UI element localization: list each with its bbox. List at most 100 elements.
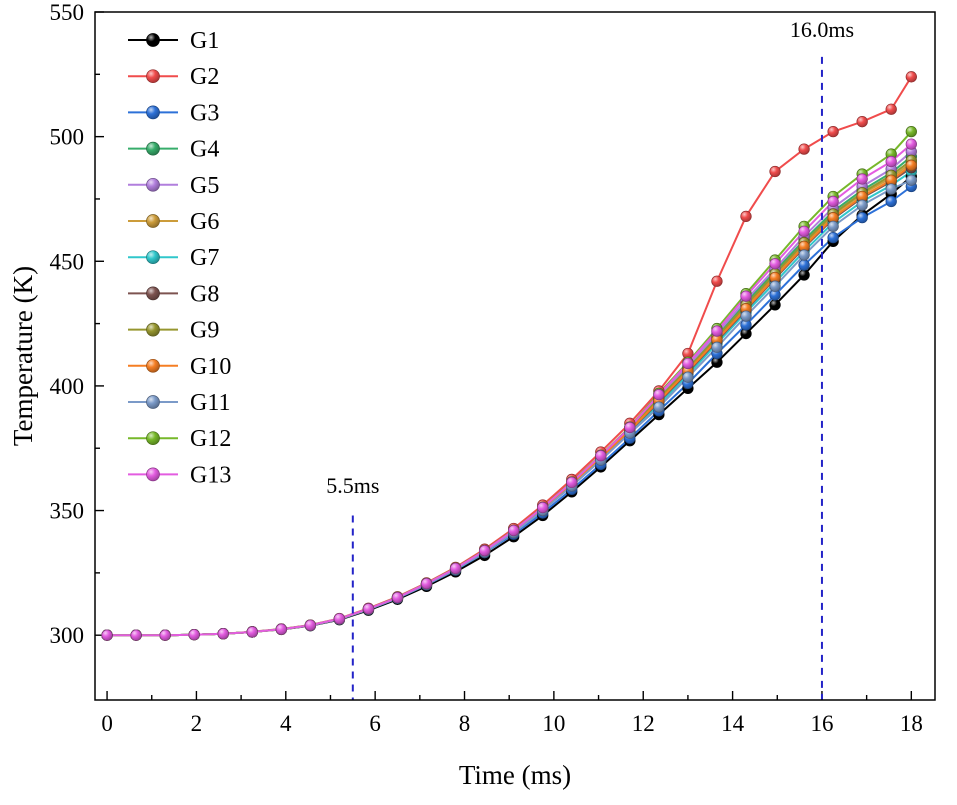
x-tick-label: 14 [721,711,745,736]
series-markers-G12 [101,126,917,641]
y-tick-label: 300 [50,623,85,648]
series-markers-G13 [101,138,917,641]
legend-item-G8: G8 [128,281,219,307]
legend-marker [146,69,160,84]
y-tick-label: 350 [50,499,85,524]
marker [537,501,549,514]
marker [769,280,781,292]
marker [217,628,229,640]
y-tick-label: 500 [50,125,85,150]
marker [508,524,520,537]
marker [856,212,868,224]
marker [769,258,781,270]
marker [711,341,723,353]
legend-label: G13 [190,462,231,488]
marker [827,231,839,244]
legend-label: G11 [190,390,230,416]
legend-item-G11: G11 [128,390,230,416]
marker [885,155,897,168]
marker [856,199,868,211]
marker [653,401,665,413]
x-tick-label: 2 [191,711,203,736]
legend-label: G10 [190,354,231,380]
y-axis-title: Temperature (K) [8,266,38,446]
annotations: 5.5ms 16.0ms [326,17,854,700]
legend: G1 G2 G3 G4 G5 G6 G7 G8 G9 G10 G11 G12 G13 [128,28,231,488]
legend-label: G4 [190,137,219,163]
annotation-label: 16.0ms [790,17,854,42]
marker [769,165,781,178]
marker [885,183,897,195]
legend-marker [146,177,160,192]
marker [798,143,810,155]
x-tick-label: 12 [632,711,655,736]
marker [885,195,897,208]
legend-item-G3: G3 [128,100,219,126]
marker [653,388,665,401]
annotation-label: 5.5ms [326,473,379,498]
marker [449,562,462,575]
legend-marker [146,395,160,409]
legend-label: G2 [190,64,219,90]
marker [856,116,868,128]
marker [905,174,917,186]
legend-item-G13: G13 [128,462,231,488]
marker [798,225,810,238]
marker [798,249,810,261]
x-tick-label: 4 [280,711,292,736]
legend-item-G10: G10 [128,354,231,380]
y-tick-label: 550 [50,0,85,25]
marker [827,195,839,208]
legend-label: G8 [190,281,219,307]
y-tick-label: 400 [50,374,85,399]
marker [595,450,607,462]
legend-marker [146,250,160,265]
legend-label: G12 [190,426,231,452]
x-tick-label: 10 [542,711,565,736]
marker [740,290,752,302]
legend-marker [146,431,160,446]
x-tick-label: 8 [459,711,471,736]
legend-marker [146,141,160,156]
marker [885,103,897,115]
marker [711,325,723,337]
marker [478,545,491,557]
x-tick-label: 6 [369,711,381,736]
legend-label: G1 [190,28,219,54]
marker [101,629,113,641]
marker [905,138,917,150]
legend-item-G1: G1 [128,28,219,54]
marker [566,476,578,489]
legend-marker [146,33,160,47]
x-tick-label: 16 [810,711,833,736]
marker [275,623,287,635]
legend-label: G5 [190,173,219,199]
marker [682,357,694,370]
legend-marker [146,358,160,373]
marker [798,269,810,281]
marker [682,371,694,383]
marker [333,613,346,625]
marker [740,210,752,223]
y-tick-label: 450 [50,249,85,274]
marker [856,173,868,185]
marker [188,629,200,641]
legend-label: G9 [190,318,219,344]
marker [798,259,810,271]
marker [624,421,636,434]
plot-frame [94,11,936,701]
legend-item-G12: G12 [128,426,231,452]
legend-item-G6: G6 [128,209,219,235]
legend-item-G5: G5 [128,173,219,199]
legend-item-G2: G2 [128,64,219,90]
marker [769,299,781,311]
legend-marker [146,322,160,337]
marker [159,629,171,641]
x-tick-label: 18 [900,711,923,736]
legend-marker [146,467,160,482]
marker [420,577,433,590]
legend-item-G4: G4 [128,137,219,163]
legend-marker [146,105,160,120]
